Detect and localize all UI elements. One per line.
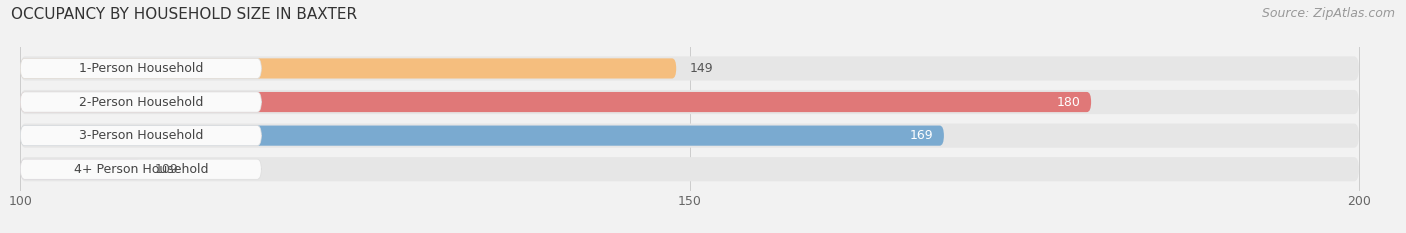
Text: 4+ Person Household: 4+ Person Household [73, 163, 208, 176]
FancyBboxPatch shape [21, 92, 1091, 112]
FancyBboxPatch shape [21, 157, 1358, 181]
Text: 3-Person Household: 3-Person Household [79, 129, 202, 142]
FancyBboxPatch shape [21, 58, 676, 79]
FancyBboxPatch shape [21, 56, 1358, 81]
Text: 169: 169 [910, 129, 934, 142]
Text: 2-Person Household: 2-Person Household [79, 96, 202, 109]
FancyBboxPatch shape [21, 126, 262, 146]
FancyBboxPatch shape [21, 123, 1358, 148]
FancyBboxPatch shape [21, 159, 141, 179]
FancyBboxPatch shape [21, 58, 262, 79]
FancyBboxPatch shape [21, 90, 1358, 114]
FancyBboxPatch shape [21, 126, 943, 146]
Text: 1-Person Household: 1-Person Household [79, 62, 202, 75]
FancyBboxPatch shape [21, 159, 262, 179]
Text: Source: ZipAtlas.com: Source: ZipAtlas.com [1261, 7, 1395, 20]
Text: 180: 180 [1056, 96, 1080, 109]
Text: OCCUPANCY BY HOUSEHOLD SIZE IN BAXTER: OCCUPANCY BY HOUSEHOLD SIZE IN BAXTER [11, 7, 357, 22]
FancyBboxPatch shape [21, 92, 262, 112]
Text: 149: 149 [689, 62, 713, 75]
Text: 109: 109 [155, 163, 179, 176]
